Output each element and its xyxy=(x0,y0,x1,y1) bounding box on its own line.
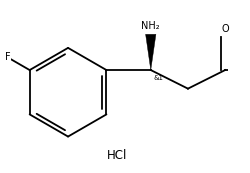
Text: &1: &1 xyxy=(153,75,163,81)
Polygon shape xyxy=(146,34,156,70)
Text: NH₂: NH₂ xyxy=(142,21,160,31)
Text: F: F xyxy=(4,52,10,62)
Text: O: O xyxy=(221,24,229,34)
Text: HCl: HCl xyxy=(106,149,127,162)
